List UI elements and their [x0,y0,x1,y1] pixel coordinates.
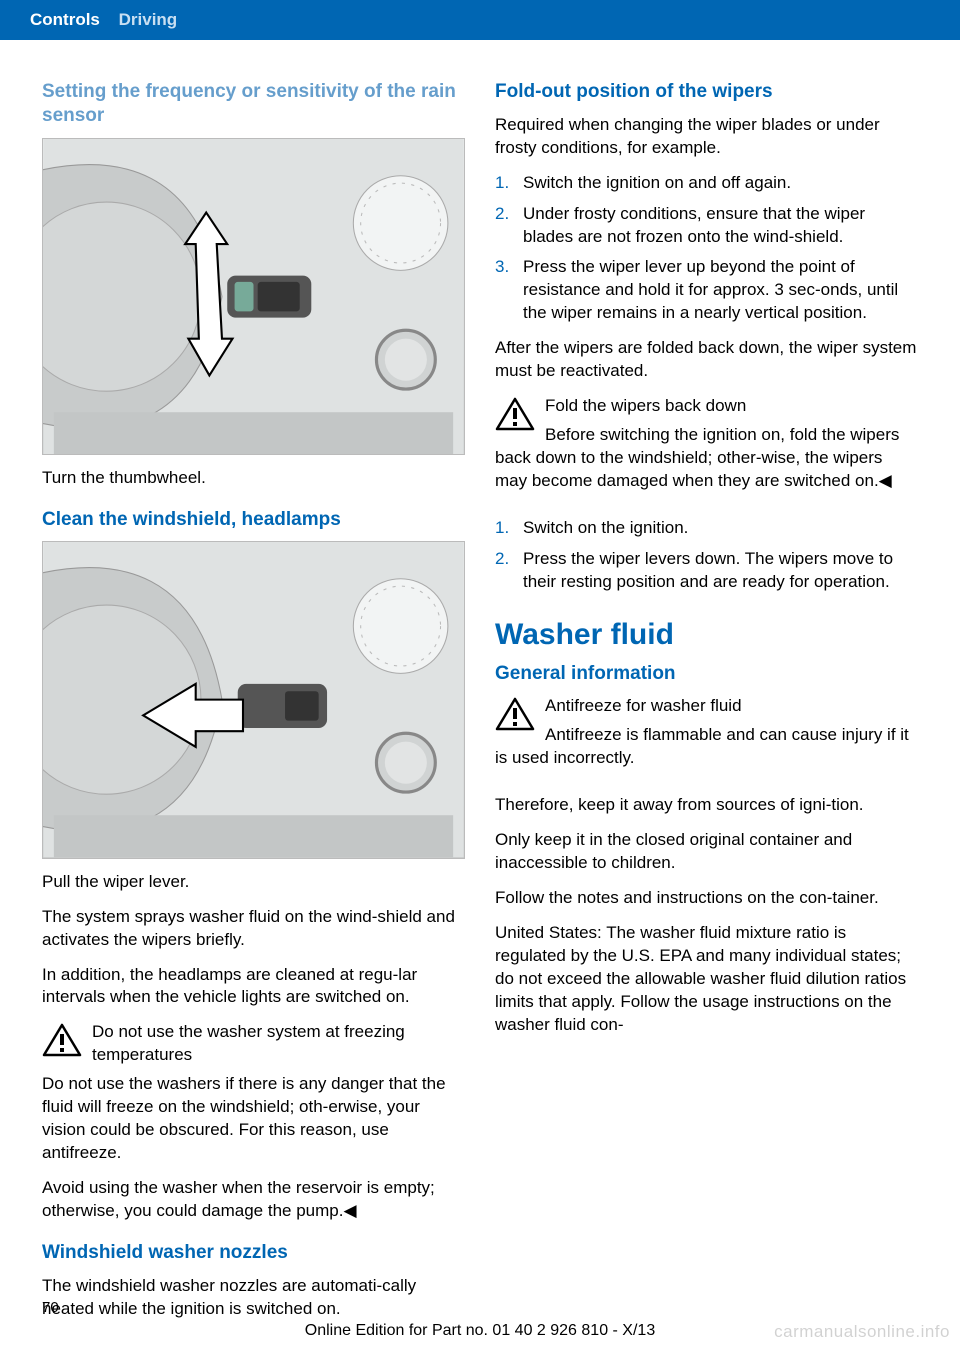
warning-title-antifreeze: Antifreeze for washer fluid [495,695,918,718]
page-number: 70 [42,1299,918,1316]
para-reservoir-empty: Avoid using the washer when the reservoi… [42,1177,465,1223]
list-text: Press the wiper levers down. The wipers … [523,548,918,594]
list-text: Under frosty conditions, ensure that the… [523,203,918,249]
caption-thumbwheel: Turn the thumbwheel. [42,467,465,490]
list-item: 2.Press the wiper levers down. The wiper… [495,548,918,594]
heading-clean-windshield: Clean the windshield, headlamps [42,508,465,532]
para-us-epa: United States: The washer fluid mixture … [495,922,918,1037]
warning-icon [42,1023,82,1057]
breadcrumb-driving: Driving [119,10,178,29]
heading-washer-nozzles: Windshield washer nozzles [42,1241,465,1265]
list-text: Press the wiper lever up beyond the poin… [523,256,918,325]
header-bar: Controls Driving [0,0,960,40]
warning-title-freezing: Do not use the washer system at freezing… [42,1021,465,1067]
warning-icon [495,697,535,731]
para-spray-fluid: The system sprays washer fluid on the wi… [42,906,465,952]
content-columns: Setting the frequency or sensitivity of … [0,40,960,1333]
breadcrumb-controls: Controls [30,10,100,29]
list-number: 2. [495,203,523,226]
warning-freezing: Do not use the washer system at freezing… [42,1021,465,1165]
warning-fold-down: Fold the wipers back down Before switchi… [495,395,918,505]
para-headlamps: In addition, the headlamps are cleaned a… [42,964,465,1010]
list-text: Switch the ignition on and off again. [523,172,791,195]
list-number: 2. [495,548,523,571]
list-number: 3. [495,256,523,279]
list-number: 1. [495,172,523,195]
para-closed-container: Only keep it in the closed original cont… [495,829,918,875]
list-item: 3.Press the wiper lever up beyond the po… [495,256,918,325]
foldout-list-1: 1.Switch the ignition on and off again. … [495,172,918,326]
figure-thumbwheel [42,138,465,455]
watermark: carmanualsonline.info [774,1322,950,1342]
list-item: 1.Switch on the ignition. [495,517,918,540]
warning-icon [495,397,535,431]
warning-body-fold-down: Before switching the ignition on, fold t… [495,424,918,493]
list-text: Switch on the ignition. [523,517,688,540]
heading-general-info: General information [495,662,918,686]
para-reactivate: After the wipers are folded back down, t… [495,337,918,383]
caption-wiper-lever: Pull the wiper lever. [42,871,465,894]
right-column: Fold-out position of the wipers Required… [495,80,918,1333]
heading-washer-fluid: Washer fluid [495,618,918,652]
list-number: 1. [495,517,523,540]
list-item: 2.Under frosty conditions, ensure that t… [495,203,918,249]
heading-rain-sensor: Setting the frequency or sensitivity of … [42,80,465,128]
warning-body-antifreeze: Antifreeze is flammable and can cause in… [495,724,918,770]
para-follow-notes: Follow the notes and instructions on the… [495,887,918,910]
warning-antifreeze: Antifreeze for washer fluid Antifreeze i… [495,695,918,782]
left-column: Setting the frequency or sensitivity of … [42,80,465,1333]
para-foldout-intro: Required when changing the wiper blades … [495,114,918,160]
list-item: 1.Switch the ignition on and off again. [495,172,918,195]
para-ignition-source: Therefore, keep it away from sources of … [495,794,918,817]
heading-foldout: Fold-out position of the wipers [495,80,918,104]
foldout-list-2: 1.Switch on the ignition. 2.Press the wi… [495,517,918,594]
figure-wiper-lever [42,541,465,858]
warning-body-freezing: Do not use the washers if there is any d… [42,1073,465,1165]
warning-title-fold-down: Fold the wipers back down [495,395,918,418]
